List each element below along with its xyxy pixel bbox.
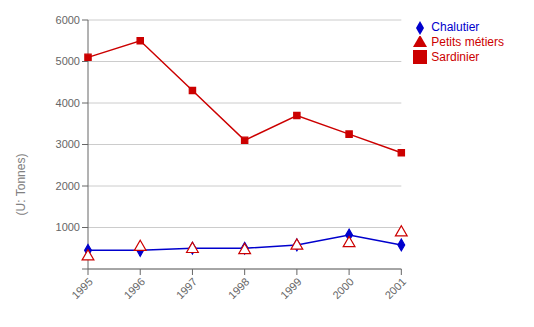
svg-text:1996: 1996 (121, 275, 147, 301)
svg-text:1997: 1997 (174, 275, 200, 301)
svg-text:(U: Tonnes): (U: Tonnes) (14, 154, 28, 216)
svg-text:1999: 1999 (278, 275, 304, 301)
svg-text:2001: 2001 (382, 275, 408, 301)
svg-text:2000: 2000 (56, 180, 80, 192)
svg-text:6000: 6000 (56, 14, 80, 26)
svg-text:1995: 1995 (69, 275, 95, 301)
svg-text:1998: 1998 (226, 275, 252, 301)
html-text:Petits métiers: Petits métiers (431, 34, 504, 49)
svg-text:2000: 2000 (330, 275, 356, 301)
svg-text:4000: 4000 (56, 97, 80, 109)
svg-text:5000: 5000 (56, 55, 80, 67)
svg-text:3000: 3000 (56, 138, 80, 150)
html-text:Sardinier: Sardinier (431, 49, 480, 64)
svg-text:1000: 1000 (56, 221, 80, 233)
html-text:Chalutier: Chalutier (431, 20, 480, 34)
